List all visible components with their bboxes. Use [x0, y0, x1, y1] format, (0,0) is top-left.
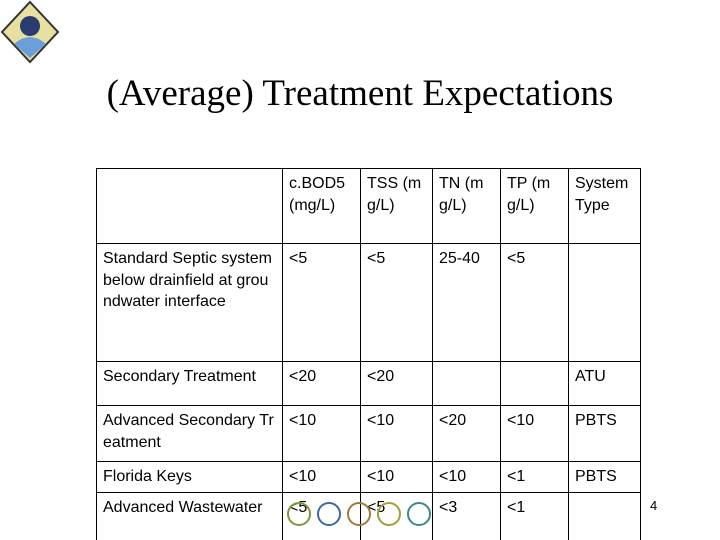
table-cell — [500, 361, 569, 406]
table-cell: PBTS — [568, 405, 641, 462]
table-cell — [568, 491, 641, 540]
slide-title: (Average) Treatment Expectations — [106, 73, 614, 114]
data-table: c.BOD5 (mg/L) TSS (mg/L) TN (mg/L) TP (mg/L… — [96, 168, 641, 540]
table-cell: Advanced Wastewater — [96, 491, 283, 540]
table-cell: <5 — [360, 491, 433, 540]
table-cell: <10 — [500, 405, 569, 462]
table-cell — [568, 243, 641, 362]
footer-icons — [287, 502, 431, 526]
table-cell: Standard Septic system below drainfield … — [96, 243, 283, 362]
table-cell — [96, 168, 283, 244]
table-cell: <20 — [432, 405, 501, 462]
table-cell: <10 — [432, 461, 501, 493]
table-row: Standard Septic system below drainfield … — [96, 243, 641, 362]
table-cell: <20 — [282, 361, 361, 406]
table-row: Advanced Secondary Treatment <10 <10 <20 <10… — [96, 405, 641, 462]
table-row: Secondary Treatment <20 <20 ATU — [96, 361, 641, 406]
table-cell: <10 — [282, 461, 361, 493]
table-cell: <10 — [282, 405, 361, 462]
table-cell: 25-40 — [432, 243, 501, 362]
table-cell: TSS (mg/L) — [360, 168, 433, 244]
table-cell: <10 — [360, 405, 433, 462]
header-row: c.BOD5 (mg/L) TSS (mg/L) TN (mg/L) TP (mg/L… — [96, 168, 641, 244]
table-cell: <5 — [282, 243, 361, 362]
table-cell: <5 — [360, 243, 433, 362]
table-cell: <10 — [360, 461, 433, 493]
table-row: Advanced Wastewater <5 <5 <3 <1 — [96, 491, 641, 540]
logo — [0, 0, 60, 64]
table-cell: System Type — [568, 168, 641, 244]
table-cell: TN (mg/L) — [432, 168, 501, 244]
table-cell — [432, 361, 501, 406]
table-cell: <1 — [500, 491, 569, 540]
table-cell: Advanced Secondary Treatment — [96, 405, 283, 462]
table-cell: Florida Keys — [96, 461, 283, 493]
table-cell: <20 — [360, 361, 433, 406]
table-cell: Secondary Treatment — [96, 361, 283, 406]
table-cell: ATU — [568, 361, 641, 406]
table-cell: PBTS — [568, 461, 641, 493]
table-row: Florida Keys <10 <10 <10 <1 PBTS — [96, 461, 641, 493]
table-cell: c.BOD5 (mg/L) — [282, 168, 361, 244]
table-cell: TP (mg/L) — [500, 168, 569, 244]
page-number: 4 — [650, 498, 658, 513]
table-cell: <5 — [500, 243, 569, 362]
table-cell: <1 — [500, 461, 569, 493]
